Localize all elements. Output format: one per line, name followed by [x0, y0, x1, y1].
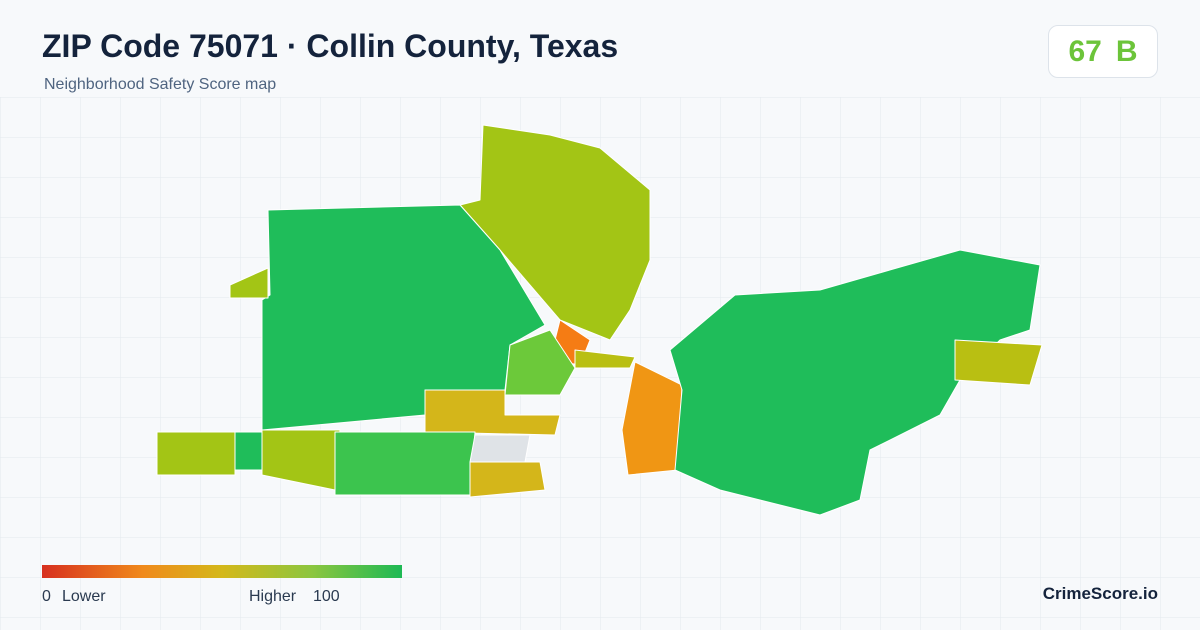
area: [156, 431, 236, 476]
brand: CrimeScore.io: [1042, 584, 1158, 603]
area: [469, 434, 531, 463]
area: [954, 339, 1043, 386]
area: [504, 329, 576, 396]
score-grade: B: [1115, 34, 1138, 68]
legend-max: 100: [313, 588, 340, 605]
title: ZIP Code 75071 · Collin County, Texas: [42, 28, 619, 64]
area: [574, 349, 636, 369]
score-value: 67: [1068, 34, 1102, 68]
legend-gradient: [42, 565, 402, 578]
score-badge: 67 B: [1048, 25, 1158, 78]
legend-min: 0: [42, 588, 51, 605]
legend-max-label: Higher: [249, 588, 297, 605]
area: [621, 361, 683, 476]
zip-areas: [156, 124, 1043, 516]
area: [334, 431, 476, 496]
area: [229, 267, 269, 299]
area: [459, 124, 651, 341]
area: [469, 461, 546, 498]
area: [669, 249, 1041, 516]
subtitle: Neighborhood Safety Score map: [44, 76, 277, 93]
legend-min-label: Lower: [62, 588, 106, 605]
area: [234, 431, 263, 471]
